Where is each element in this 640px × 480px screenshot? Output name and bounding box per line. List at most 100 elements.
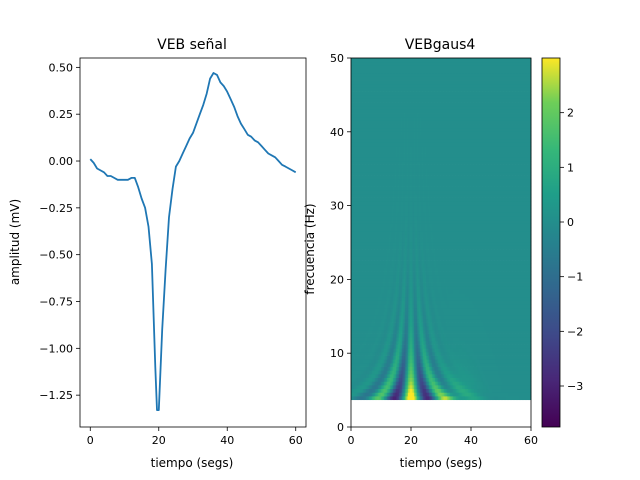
heatmap-cell [357, 326, 359, 331]
heatmap-cell [421, 307, 424, 312]
heatmap-cell [510, 289, 512, 294]
heatmap-cell [490, 396, 493, 401]
heatmap-cell [373, 340, 376, 345]
heatmap-cell [492, 392, 494, 397]
heatmap-cell [424, 307, 427, 312]
heatmap-cell [466, 377, 469, 382]
heatmap-cell [457, 337, 460, 342]
heatmap-cell [444, 285, 446, 290]
heatmap-cell [394, 318, 397, 323]
heatmap-cell [357, 381, 359, 386]
heatmap-cell [489, 373, 491, 378]
heatmap-cell [483, 326, 485, 331]
heatmap-cell [469, 256, 472, 261]
heatmap-cell [352, 337, 355, 342]
heatmap-cell [423, 271, 425, 276]
heatmap-cell [405, 315, 407, 320]
heatmap-cell [408, 348, 410, 353]
heatmap-cell [379, 304, 382, 309]
heatmap-cell [525, 355, 527, 360]
heatmap-cell [462, 256, 464, 261]
heatmap-cell [495, 260, 497, 265]
heatmap-cell [471, 274, 473, 279]
heatmap-cell [466, 344, 469, 349]
heatmap-cell [505, 289, 508, 294]
heatmap-cell [390, 359, 392, 364]
heatmap-cell [508, 322, 511, 327]
heatmap-cell [387, 362, 389, 367]
heatmap-cell [469, 267, 472, 272]
heatmap-cell [451, 329, 454, 334]
heatmap-cell [526, 304, 529, 309]
heatmap-cell [448, 285, 451, 290]
heatmap-cell [390, 385, 392, 390]
heatmap-cell [447, 267, 449, 272]
heatmap-cell [501, 318, 503, 323]
heatmap-cell [448, 296, 451, 301]
heatmap-cell [451, 351, 454, 356]
heatmap-cell [466, 271, 469, 276]
heatmap-cell [505, 252, 508, 257]
heatmap-cell [457, 274, 460, 279]
heatmap-cell [508, 274, 511, 279]
heatmap-cell [370, 359, 373, 364]
heatmap-cell [358, 362, 361, 367]
heatmap-cell [355, 256, 358, 261]
heatmap-cell [507, 311, 509, 316]
heatmap-cell [385, 293, 388, 298]
heatmap-cell [490, 315, 493, 320]
heatmap-cell [490, 252, 493, 257]
heatmap-cell [462, 381, 464, 386]
heatmap-cell [492, 348, 494, 353]
heatmap-cell [487, 282, 490, 287]
heatmap-cell [390, 355, 392, 360]
heatmap-cell [505, 377, 508, 382]
heatmap-cell [483, 311, 485, 316]
heatmap-cell [454, 315, 457, 320]
heatmap-cell [370, 300, 373, 305]
heatmap-cell [529, 359, 532, 364]
heatmap-cell [501, 274, 503, 279]
heatmap-cell [363, 329, 365, 334]
heatmap-cell [381, 344, 383, 349]
heatmap-cell [385, 366, 388, 371]
heatmap-cell [471, 304, 473, 309]
heatmap-cell [484, 293, 487, 298]
heatmap-cell [400, 373, 403, 378]
heatmap-cell [448, 300, 451, 305]
heatmap-cell [364, 252, 367, 257]
heatmap-cell [480, 271, 482, 276]
heatmap-cell [393, 252, 395, 257]
heatmap-cell [516, 263, 518, 268]
heatmap-cell [358, 293, 361, 298]
heatmap-cell [481, 304, 484, 309]
heatmap-cell [529, 348, 532, 353]
heatmap-cell [382, 267, 385, 272]
heatmap-cell [388, 256, 391, 261]
heatmap-cell [459, 267, 461, 272]
heatmap-cell [357, 318, 359, 323]
heatmap-cell [355, 333, 358, 338]
heatmap-cell [456, 296, 458, 301]
heatmap-cell [421, 381, 424, 386]
signal-x-tick-label: 40 [220, 434, 234, 447]
heatmap-cell [493, 318, 496, 323]
heatmap-cell [405, 252, 407, 257]
heatmap-cell [447, 355, 449, 360]
heatmap-cell [358, 337, 361, 342]
heatmap-cell [463, 293, 466, 298]
heatmap-cell [520, 315, 523, 320]
heatmap-cell [498, 392, 500, 397]
heatmap-cell [409, 249, 412, 254]
heatmap-cell [412, 315, 415, 320]
heatmap-cell [396, 274, 398, 279]
heatmap-cell [508, 385, 511, 390]
heatmap-cell [436, 329, 439, 334]
heatmap-cell [357, 263, 359, 268]
heatmap-cell [508, 329, 511, 334]
heatmap-cell [409, 267, 412, 272]
heatmap-cell [528, 307, 530, 312]
heatmap-cell [481, 329, 484, 334]
heatmap-cell [486, 355, 488, 360]
heatmap-cell [474, 252, 476, 257]
